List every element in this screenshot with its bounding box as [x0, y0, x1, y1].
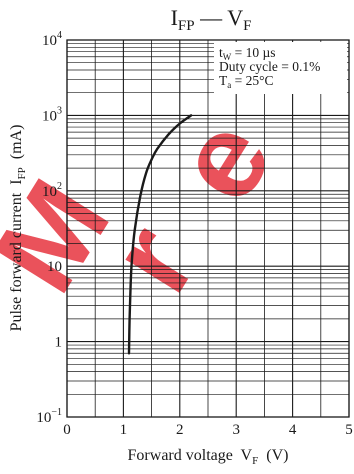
- y-tick-label: 10: [47, 259, 62, 275]
- y-tick-label: 10−1: [36, 407, 62, 426]
- y-tick-label: 102: [42, 181, 62, 200]
- y-axis-label: Pulse forward current IFP (mA): [8, 125, 28, 332]
- x-tick-labels: 0 1 2 3 4 5: [63, 422, 353, 438]
- annotation-line: Duty cycle = 0.1%: [219, 59, 320, 74]
- chart-title: IFP — VF: [171, 5, 252, 34]
- annotation-line: Ta = 25°C: [219, 73, 274, 90]
- x-tick-label: 1: [120, 422, 128, 438]
- x-tick-label: 4: [289, 422, 297, 438]
- x-axis-label: Forward voltage VF (V): [128, 447, 289, 467]
- series-line: [127, 114, 193, 355]
- x-tick-label: 5: [345, 422, 353, 438]
- annotation-box: [214, 42, 347, 94]
- x-tick-label: 2: [176, 422, 184, 438]
- annotation-line: tW = 10 µs: [219, 45, 276, 62]
- y-tick-label: 1: [55, 335, 63, 351]
- y-tick-label: 104: [42, 30, 62, 49]
- plot-frame: [66, 39, 350, 418]
- watermark: M r e: [0, 96, 297, 314]
- y-tick-label: 103: [42, 105, 62, 124]
- x-tick-label: 3: [232, 422, 240, 438]
- x-tick-label: 0: [63, 422, 71, 438]
- plot-grid: [66, 40, 350, 418]
